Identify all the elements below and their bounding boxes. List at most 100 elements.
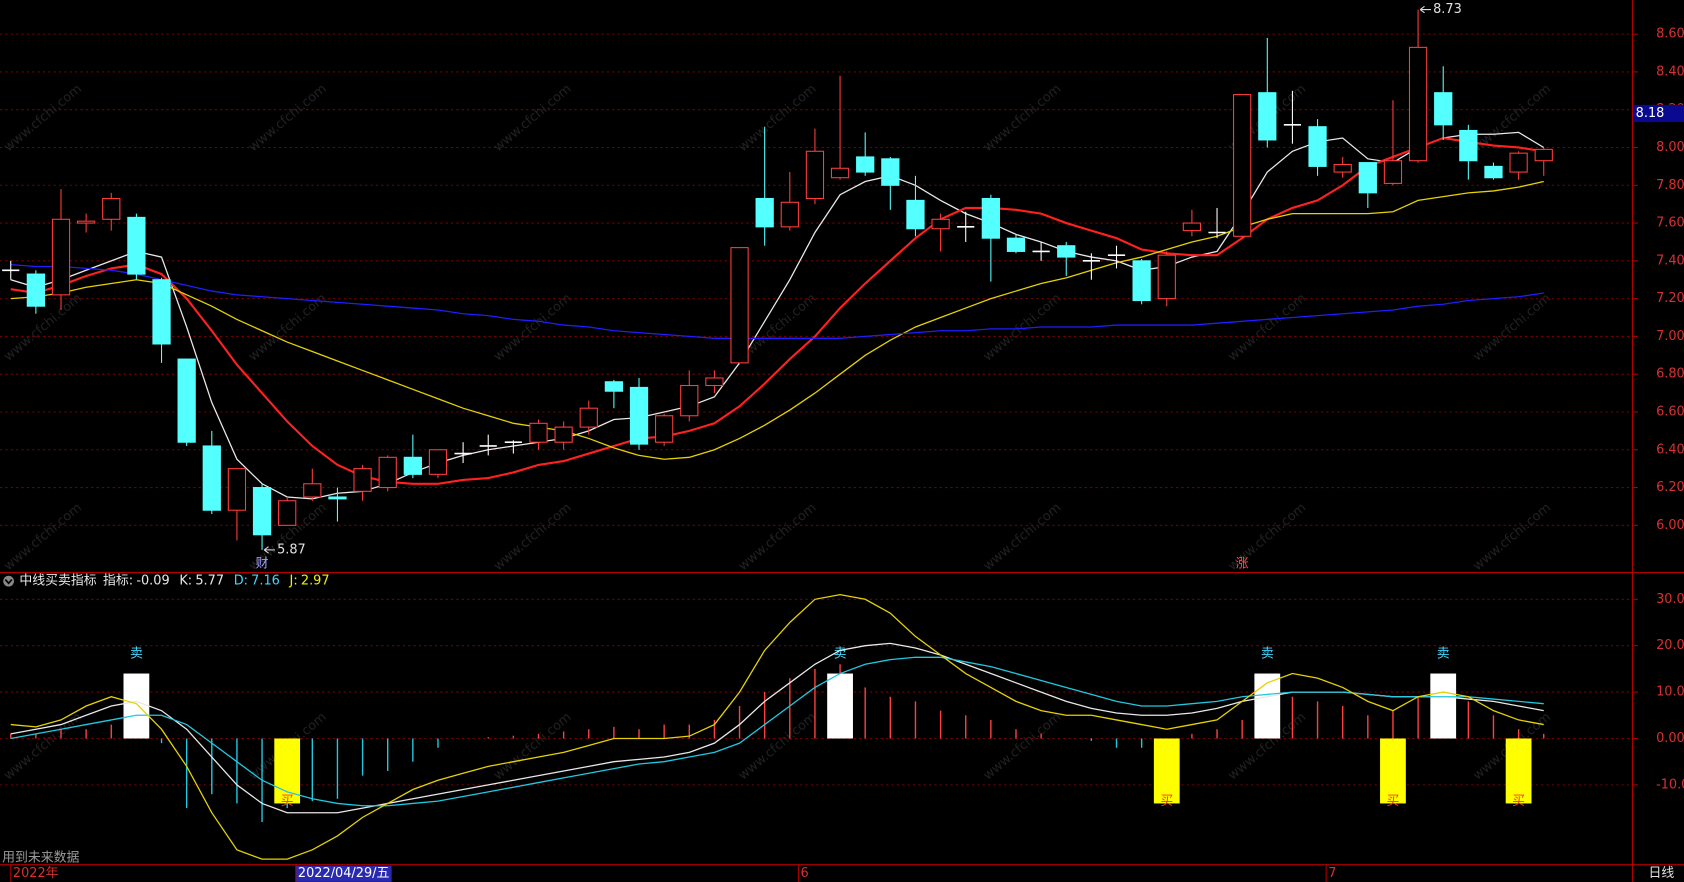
readout-label: J: [289, 574, 298, 589]
signal-box [1254, 673, 1281, 739]
readout-value: 2.97 [301, 574, 330, 589]
candle-body [906, 199, 925, 230]
candle-body [604, 381, 624, 392]
candle-body [328, 496, 347, 500]
signal-label: 买 [1160, 794, 1173, 809]
candle-body [554, 426, 573, 443]
candle-body [730, 247, 749, 364]
cursor-price: 8.18 [1636, 106, 1665, 121]
candle-body [529, 422, 548, 443]
signal-label: 买 [1387, 794, 1400, 809]
signal-box [1505, 738, 1532, 804]
candle-body [755, 197, 774, 228]
candle-body [202, 445, 221, 511]
signal-box [1430, 673, 1457, 739]
candle-body [1182, 222, 1202, 232]
indicator-line [10, 594, 1544, 860]
x-tick-label: 2022/04/29/五 [298, 866, 390, 881]
annotation-arrow [263, 546, 275, 554]
y-tick-label: 8.60 [1656, 27, 1684, 42]
y-tick-label: 7.60 [1656, 216, 1684, 231]
candle-body [152, 279, 171, 345]
candle-body [51, 218, 71, 296]
candle-body [77, 220, 96, 224]
y-tick-label: 6.20 [1656, 480, 1684, 495]
candle-body [1157, 254, 1176, 300]
y-tick-label: 6.40 [1656, 442, 1684, 457]
y-tick-label: 7.00 [1656, 329, 1684, 344]
signal-box [827, 673, 853, 739]
y-tick-label: 7.80 [1656, 178, 1684, 193]
period-label: 日线 [1649, 866, 1675, 881]
indicator-line [10, 180, 1544, 460]
signal-box [1153, 738, 1180, 804]
candle-body [102, 197, 121, 220]
readout-label: 指标: [103, 574, 133, 589]
candle-body [629, 386, 649, 445]
signal-label: 卖 [1261, 647, 1274, 662]
indicator-toggle[interactable] [3, 575, 14, 587]
candle-body [1408, 46, 1428, 162]
candle-body [1459, 129, 1478, 162]
indicator-title: 中线买卖指标 [19, 574, 96, 589]
candle-body [252, 487, 272, 536]
candle-body [428, 449, 448, 475]
signal-label: 卖 [1437, 647, 1450, 662]
price-annotation: 8.73 [1433, 2, 1462, 17]
candle-body [403, 456, 422, 475]
indicator-line [10, 131, 1545, 500]
cursor-date-box [295, 865, 392, 882]
candle-body [931, 218, 950, 230]
y-tick-label: 30.00 [1656, 592, 1684, 607]
candle-body [1383, 160, 1403, 184]
candle-body [1358, 162, 1377, 194]
candle-body [378, 456, 397, 489]
candle-body [177, 358, 196, 443]
candle-body [1258, 92, 1277, 141]
candle-body [1509, 152, 1528, 173]
candle-body [353, 468, 372, 492]
candle-body [1484, 165, 1503, 179]
candle-body [981, 197, 1000, 239]
candle-body [227, 468, 247, 511]
x-tick-label: 6 [801, 866, 809, 881]
y-tick-label: 0.00 [1656, 731, 1684, 746]
candle-body [1057, 245, 1076, 258]
signal-label: 买 [1512, 794, 1525, 809]
readout-label: D: [234, 574, 248, 589]
y-tick-label: -10.00 [1656, 777, 1684, 792]
event-label: 财 [256, 556, 269, 571]
y-tick-label: 20.00 [1656, 638, 1684, 653]
candle-body [579, 407, 598, 428]
readout-value: -0.09 [136, 574, 169, 589]
candle-body [655, 415, 674, 443]
x-tick-label: 7 [1328, 866, 1336, 881]
price-annotation: 5.87 [277, 542, 306, 557]
readout-value: 5.77 [195, 574, 224, 589]
candle-body [881, 158, 900, 186]
readout-value: 7.16 [251, 574, 280, 589]
indicator-line [10, 136, 1544, 485]
signal-label: 买 [281, 794, 294, 809]
candle-body [1006, 237, 1026, 252]
candle-body [805, 150, 825, 200]
y-tick-label: 8.40 [1656, 64, 1684, 79]
event-label: 涨 [1236, 556, 1249, 571]
toggle-icon [4, 579, 13, 585]
readout-label: K: [179, 574, 192, 589]
cursor-price-box [1633, 104, 1684, 123]
candle-body [127, 216, 146, 275]
candle-body [680, 384, 699, 417]
candle-body [705, 377, 724, 387]
candle-body [303, 483, 322, 498]
annotation-arrow [1419, 5, 1431, 14]
candle-body [1534, 148, 1553, 162]
candle-body [830, 167, 850, 179]
candle-body [1308, 126, 1327, 167]
y-tick-label: 8.00 [1656, 140, 1684, 155]
footnote: 用到未来数据 [2, 851, 79, 866]
candle-body [1233, 94, 1252, 237]
candle-body [1132, 260, 1151, 302]
